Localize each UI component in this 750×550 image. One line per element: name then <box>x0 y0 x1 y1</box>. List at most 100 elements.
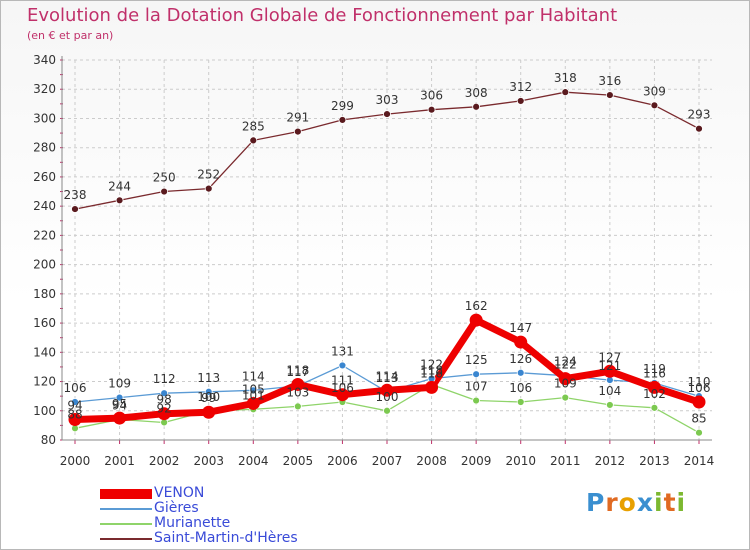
x-tick-label: 2006 <box>327 454 358 468</box>
x-tick-label: 2009 <box>461 454 492 468</box>
data-point <box>383 406 391 415</box>
data-point <box>425 380 439 394</box>
data-label: 318 <box>554 71 577 85</box>
data-point <box>204 184 213 193</box>
data-label: 106 <box>688 381 711 395</box>
data-label: 106 <box>64 381 87 395</box>
y-tick-label: 300 <box>33 111 56 125</box>
data-label: 125 <box>465 353 488 367</box>
data-point <box>469 313 483 327</box>
data-point <box>650 101 659 110</box>
data-label: 116 <box>420 366 443 380</box>
data-label: 299 <box>331 99 354 113</box>
x-tick-label: 2005 <box>283 454 314 468</box>
logo-letter: o <box>618 488 637 517</box>
data-label: 100 <box>197 390 220 404</box>
data-point <box>472 102 481 111</box>
data-label: 85 <box>691 412 706 426</box>
data-point <box>561 88 570 97</box>
logo-letter: i <box>654 488 664 517</box>
data-label: 122 <box>420 358 443 372</box>
data-point <box>157 407 171 421</box>
data-point <box>115 393 124 402</box>
data-point <box>293 127 302 136</box>
data-point <box>204 387 213 396</box>
data-label: 303 <box>376 93 399 107</box>
data-point <box>115 196 124 205</box>
data-point <box>558 372 572 386</box>
data-label: 112 <box>153 372 176 386</box>
x-tick-label: 2008 <box>416 454 447 468</box>
y-tick-label: 80 <box>41 433 56 447</box>
data-point <box>472 370 481 379</box>
data-label: 100 <box>376 390 399 404</box>
data-label: 111 <box>331 374 354 388</box>
legend-swatch <box>100 538 152 540</box>
data-label: 127 <box>598 350 621 364</box>
data-label: 117 <box>286 365 309 379</box>
data-point <box>695 124 703 133</box>
data-point <box>71 205 79 213</box>
x-tick-label: 2001 <box>104 454 135 468</box>
data-point <box>249 136 258 145</box>
legend-swatch <box>100 489 152 499</box>
data-point <box>692 395 706 409</box>
legend-swatch <box>100 523 152 525</box>
data-label: 252 <box>197 168 220 182</box>
data-point <box>650 403 659 412</box>
x-tick-label: 2013 <box>639 454 670 468</box>
data-label: 109 <box>554 377 577 391</box>
data-label: 109 <box>108 377 131 391</box>
logo-letter: t <box>663 488 677 517</box>
y-tick-label: 240 <box>33 199 56 213</box>
data-label: 131 <box>331 344 354 358</box>
data-label: 118 <box>420 363 443 377</box>
data-point <box>561 393 570 402</box>
data-point <box>516 97 525 105</box>
data-label: 291 <box>286 111 309 125</box>
data-label: 293 <box>688 108 711 122</box>
legend-swatch <box>100 508 152 510</box>
x-tick-label: 2004 <box>238 454 269 468</box>
logo-letter: i <box>676 488 687 517</box>
data-point <box>71 398 79 406</box>
data-label: 114 <box>242 369 265 383</box>
data-label: 113 <box>197 371 220 385</box>
data-point <box>202 405 216 419</box>
data-label: 92 <box>157 401 172 415</box>
x-tick-label: 2003 <box>193 454 224 468</box>
legend-label: Murianette <box>154 515 231 531</box>
data-point <box>427 105 436 114</box>
data-point <box>113 411 127 425</box>
data-point <box>338 116 347 124</box>
data-label: 122 <box>554 358 577 372</box>
data-label: 114 <box>376 369 399 383</box>
chart-title: Evolution de la Dotation Globale de Fonc… <box>27 5 618 26</box>
data-point <box>472 396 481 405</box>
data-label: 316 <box>598 74 621 88</box>
data-label: 116 <box>643 366 666 380</box>
data-point <box>335 388 349 402</box>
chart-subtitle: (en € et par an) <box>27 29 114 42</box>
data-label: 113 <box>376 371 399 385</box>
data-label: 119 <box>643 362 666 376</box>
data-point <box>605 91 614 99</box>
data-point <box>605 401 614 409</box>
legend-label: Gières <box>154 500 199 516</box>
data-point <box>647 380 661 394</box>
data-label: 312 <box>509 80 532 94</box>
logo-letter: r <box>605 488 619 517</box>
x-tick-label: 2010 <box>505 454 536 468</box>
data-point <box>516 398 525 406</box>
data-point <box>249 386 258 395</box>
legend-label: Saint-Martin-d'Hères <box>154 530 298 546</box>
data-label: 106 <box>509 381 532 395</box>
data-label: 95 <box>112 397 127 411</box>
data-label: 121 <box>598 359 621 373</box>
y-tick-label: 160 <box>33 316 56 330</box>
y-tick-label: 180 <box>33 287 56 301</box>
data-label: 126 <box>509 352 532 366</box>
data-label: 88 <box>67 407 82 421</box>
data-label: 238 <box>64 188 87 202</box>
data-point <box>68 413 82 427</box>
